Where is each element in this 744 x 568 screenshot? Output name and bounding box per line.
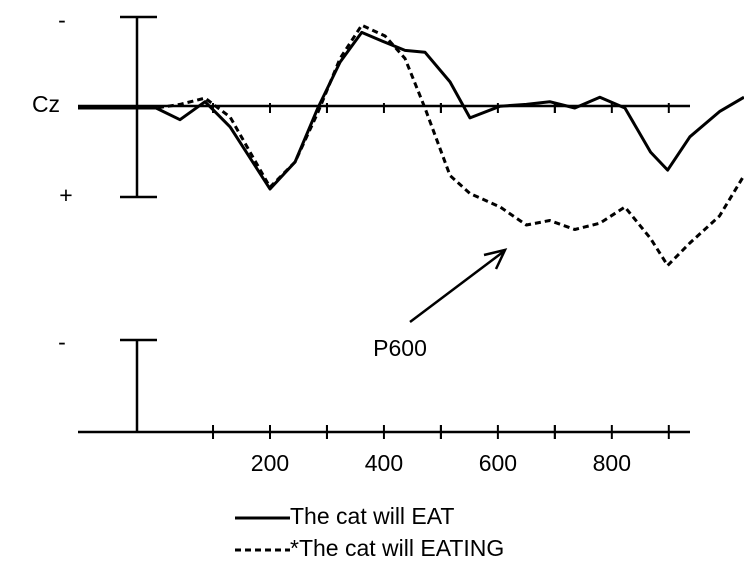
- negative-label: -: [58, 7, 66, 33]
- x-tick-label: 200: [251, 450, 289, 476]
- annotation: P600: [373, 335, 427, 361]
- legend-label: *The cat will EATING: [290, 535, 504, 561]
- positive-label: +: [59, 182, 72, 208]
- x-tick-label: 400: [365, 450, 403, 476]
- series-line: [78, 23, 744, 267]
- x-tick-label: 800: [593, 450, 631, 476]
- channel-label: Cz: [32, 91, 60, 117]
- series-line: [78, 30, 744, 191]
- negative-label: -: [58, 329, 66, 355]
- x-tick-label: 600: [479, 450, 517, 476]
- legend-label: The cat will EAT: [290, 503, 454, 529]
